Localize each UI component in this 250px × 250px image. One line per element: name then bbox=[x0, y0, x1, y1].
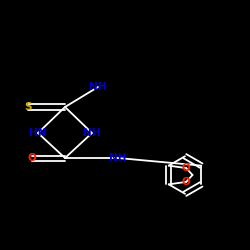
Text: HN: HN bbox=[29, 128, 47, 138]
Text: NH: NH bbox=[109, 153, 127, 163]
Text: O: O bbox=[182, 177, 191, 187]
Text: O: O bbox=[28, 153, 36, 163]
Text: NH: NH bbox=[89, 82, 107, 92]
Text: NH: NH bbox=[83, 128, 101, 138]
Text: O: O bbox=[182, 163, 191, 173]
Text: S: S bbox=[24, 102, 32, 112]
